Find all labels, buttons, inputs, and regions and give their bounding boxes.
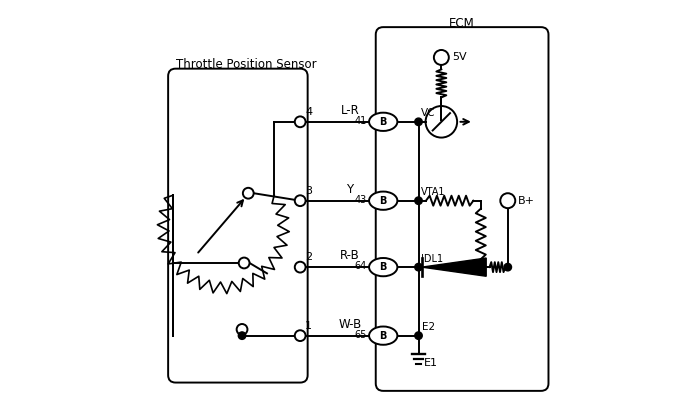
- Circle shape: [295, 195, 306, 206]
- Text: B: B: [379, 331, 387, 341]
- Text: 1: 1: [305, 321, 312, 331]
- Text: L-R: L-R: [341, 104, 359, 117]
- Text: Throttle Position Sensor: Throttle Position Sensor: [176, 58, 316, 71]
- Text: 43: 43: [354, 195, 367, 205]
- Circle shape: [415, 118, 422, 125]
- Circle shape: [243, 188, 253, 199]
- Circle shape: [239, 257, 249, 268]
- Ellipse shape: [369, 326, 398, 345]
- Circle shape: [415, 332, 422, 339]
- Text: VTA1: VTA1: [421, 187, 445, 197]
- Text: B: B: [379, 262, 387, 272]
- Polygon shape: [422, 258, 486, 276]
- Text: VC: VC: [421, 109, 435, 118]
- Text: ECM: ECM: [449, 17, 475, 30]
- Text: IDL1: IDL1: [421, 254, 442, 264]
- Circle shape: [238, 332, 246, 339]
- Text: Y: Y: [346, 183, 354, 196]
- Circle shape: [415, 197, 422, 204]
- Circle shape: [415, 263, 422, 271]
- Ellipse shape: [369, 191, 398, 210]
- Circle shape: [295, 116, 306, 127]
- Circle shape: [500, 193, 515, 208]
- Text: B: B: [379, 196, 387, 206]
- Text: 2: 2: [305, 252, 312, 262]
- Text: 3: 3: [305, 186, 312, 196]
- Text: 41: 41: [354, 116, 367, 126]
- Text: 5V: 5V: [452, 52, 466, 62]
- Circle shape: [295, 262, 306, 273]
- Ellipse shape: [369, 113, 398, 131]
- Text: E2: E2: [422, 322, 435, 332]
- Circle shape: [434, 50, 449, 65]
- Text: E1: E1: [424, 358, 438, 368]
- Ellipse shape: [369, 258, 398, 276]
- Text: 4: 4: [305, 107, 312, 117]
- Text: R-B: R-B: [340, 249, 360, 262]
- Text: 65: 65: [354, 330, 367, 340]
- Text: 64: 64: [354, 261, 367, 271]
- Text: B+: B+: [518, 196, 536, 206]
- Text: B: B: [379, 117, 387, 127]
- Circle shape: [237, 324, 247, 335]
- Circle shape: [295, 330, 306, 341]
- Circle shape: [504, 263, 512, 271]
- Text: W-B: W-B: [338, 318, 362, 331]
